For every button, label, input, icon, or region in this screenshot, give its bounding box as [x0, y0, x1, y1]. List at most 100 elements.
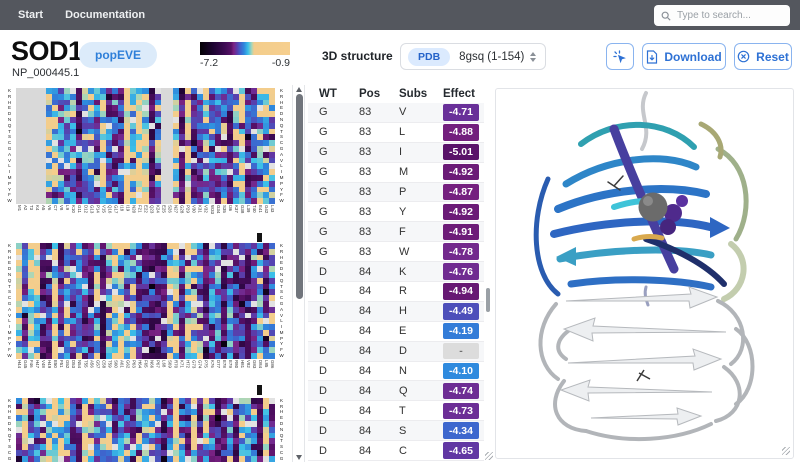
heatmap-cell[interactable] [58, 353, 65, 359]
heatmap-cell[interactable] [262, 335, 269, 342]
heatmap-cell[interactable] [268, 329, 275, 336]
heatmap-cell[interactable] [76, 426, 83, 433]
heatmap-cell[interactable] [244, 93, 251, 100]
heatmap-cell[interactable] [112, 295, 119, 301]
heatmap-cell[interactable] [100, 254, 107, 261]
heatmap-cell[interactable] [118, 444, 125, 451]
heatmap-cell[interactable] [94, 438, 101, 445]
heatmap-cell[interactable] [64, 438, 71, 445]
heatmap-cell[interactable] [160, 426, 167, 433]
heatmap-cell[interactable] [268, 455, 275, 462]
heatmap-cell[interactable] [16, 455, 23, 462]
heatmap-cell[interactable] [16, 397, 23, 404]
heatmap-cell[interactable] [148, 192, 155, 199]
heatmap-cell[interactable] [250, 271, 257, 278]
heatmap-cell[interactable] [94, 105, 101, 112]
heatmap-cell[interactable] [28, 300, 35, 307]
heatmap-cell[interactable] [94, 99, 101, 106]
heatmap-cell[interactable] [172, 134, 179, 141]
heatmap-cell[interactable] [172, 186, 179, 193]
heatmap-cell[interactable] [178, 353, 185, 359]
heatmap-cell[interactable] [214, 169, 221, 175]
heatmap-cell[interactable] [244, 289, 251, 296]
heatmap-cell[interactable] [124, 163, 131, 170]
heatmap-cell[interactable] [70, 254, 77, 261]
heatmap-cell[interactable] [100, 277, 107, 284]
heatmap-cell[interactable] [208, 174, 215, 181]
heatmap-cell[interactable] [22, 116, 29, 123]
heatmap-cell[interactable] [82, 198, 89, 204]
heatmap-cell[interactable] [40, 289, 47, 296]
heatmap-cell[interactable] [118, 111, 125, 117]
heatmap-cell[interactable] [142, 347, 149, 354]
heatmap-cell[interactable] [226, 300, 233, 307]
heatmap-cell[interactable] [46, 242, 53, 249]
heatmap-cell[interactable] [22, 169, 29, 175]
heatmap-cell[interactable] [154, 300, 161, 307]
heatmap-cell[interactable] [64, 450, 71, 456]
heatmap-cell[interactable] [82, 444, 89, 451]
heatmap-cell[interactable] [58, 260, 65, 267]
heatmap-cell[interactable] [262, 455, 269, 462]
heatmap-cell[interactable] [214, 432, 221, 439]
heatmap-cell[interactable] [178, 455, 185, 462]
heatmap-cell[interactable] [112, 128, 119, 135]
heatmap-cell[interactable] [82, 403, 89, 410]
heatmap-cell[interactable] [106, 266, 113, 272]
heatmap-cell[interactable] [196, 134, 203, 141]
heatmap-cell[interactable] [112, 426, 119, 433]
heatmap-cell[interactable] [130, 397, 137, 404]
heatmap-cell[interactable] [244, 99, 251, 106]
heatmap-cell[interactable] [208, 341, 215, 348]
heatmap-cell[interactable] [88, 192, 95, 199]
heatmap-cell[interactable] [28, 450, 35, 456]
heatmap-cell[interactable] [220, 312, 227, 319]
heatmap-cell[interactable] [166, 277, 173, 284]
heatmap-cell[interactable] [46, 116, 53, 123]
heatmap-cell[interactable] [112, 93, 119, 100]
heatmap-cell[interactable] [88, 198, 95, 204]
heatmap-cell[interactable] [70, 169, 77, 175]
heatmap-cell[interactable] [124, 198, 131, 204]
heatmap-cell[interactable] [82, 134, 89, 141]
heatmap-cell[interactable] [244, 353, 251, 359]
heatmap-cell[interactable] [94, 450, 101, 456]
heatmap-cell[interactable] [106, 335, 113, 342]
heatmap-cell[interactable] [178, 242, 185, 249]
heatmap-cell[interactable] [64, 421, 71, 427]
heatmap-cell[interactable] [58, 266, 65, 272]
heatmap-cell[interactable] [268, 174, 275, 181]
heatmap-cell[interactable] [148, 140, 155, 146]
heatmap-cell[interactable] [118, 283, 125, 290]
heatmap-cell[interactable] [160, 415, 167, 422]
heatmap-cell[interactable] [112, 99, 119, 106]
heatmap-cell[interactable] [82, 260, 89, 267]
heatmap-cell[interactable] [256, 93, 263, 100]
heatmap-cell[interactable] [190, 174, 197, 181]
heatmap-cell[interactable] [166, 426, 173, 433]
heatmap-cell[interactable] [58, 444, 65, 451]
heatmap-cell[interactable] [52, 163, 59, 170]
heatmap-cell[interactable] [130, 163, 137, 170]
heatmap-cell[interactable] [196, 145, 203, 152]
heatmap-cell[interactable] [70, 271, 77, 278]
table-row[interactable]: D 84 H -4.49 [308, 301, 484, 322]
heatmap-cell[interactable] [232, 111, 239, 117]
heatmap-cell[interactable] [184, 242, 191, 249]
heatmap-cell[interactable] [112, 318, 119, 325]
heatmap-cell[interactable] [190, 134, 197, 141]
heatmap-cell[interactable] [268, 277, 275, 284]
heatmap-cell[interactable] [202, 192, 209, 199]
heatmap-cell[interactable] [172, 242, 179, 249]
heatmap-cell[interactable] [118, 254, 125, 261]
heatmap-cell[interactable] [262, 421, 269, 427]
heatmap-cell[interactable] [112, 403, 119, 410]
heatmap-cell[interactable] [28, 353, 35, 359]
heatmap-cell[interactable] [256, 242, 263, 249]
heatmap-cell[interactable] [142, 174, 149, 181]
heatmap-cell[interactable] [22, 180, 29, 187]
heatmap-cell[interactable] [172, 295, 179, 301]
heatmap-cell[interactable] [226, 122, 233, 129]
heatmap-cell[interactable] [16, 426, 23, 433]
heatmap-cell[interactable] [34, 397, 41, 404]
